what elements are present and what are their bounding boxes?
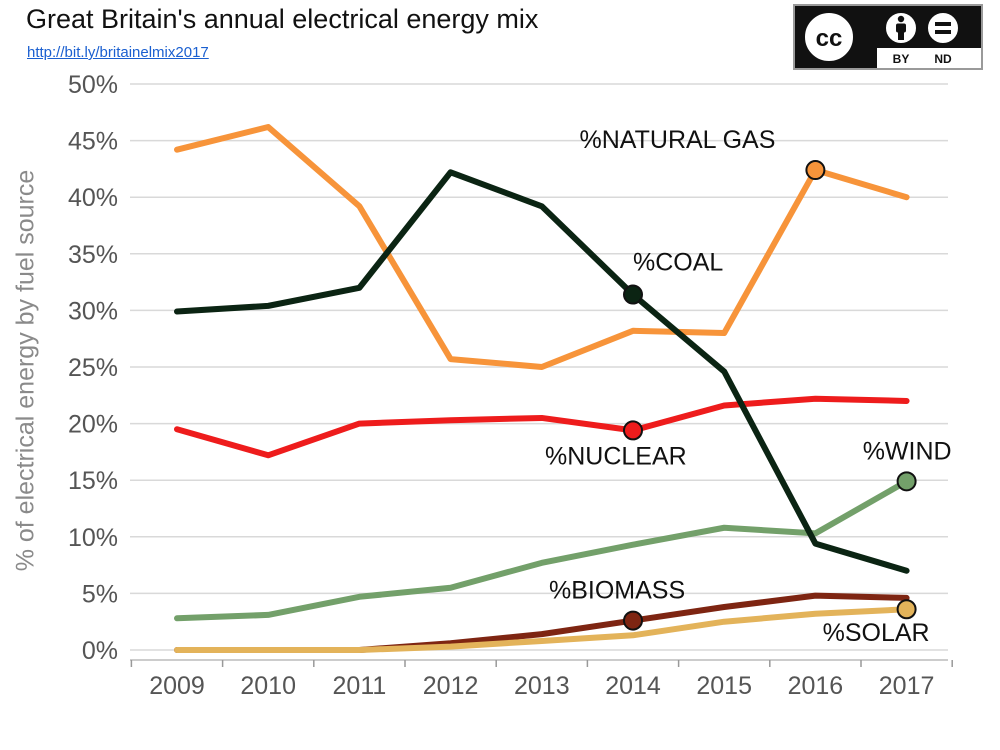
series-markers [623, 160, 917, 631]
series-marker-wind [896, 471, 917, 492]
y-tick-label: 5% [82, 580, 118, 608]
series-labels: %NATURAL GAS %COAL %NUCLEAR %WIND %BIOMASS %S… [545, 126, 952, 647]
x-tick-label: 2017 [879, 672, 935, 700]
y-tick-label: 30% [68, 297, 118, 325]
source-link[interactable]: http://bit.ly/britainelmix2017 [27, 44, 209, 61]
license-badge-art: cc BY ND [801, 9, 981, 68]
y-tick-label: 20% [68, 411, 118, 439]
x-tick-label: 2015 [696, 672, 752, 700]
y-tick-label: 35% [68, 241, 118, 269]
x-axis: 2009 2010 2011 2012 2013 2014 2015 2016 2017 [130, 659, 953, 700]
cc-icon [801, 9, 857, 65]
y-tick-label: 45% [68, 128, 118, 156]
license-by-label: BY [893, 52, 910, 66]
license-nd-label: ND [934, 52, 952, 66]
series-label-natural-gas: %NATURAL GAS [580, 126, 776, 154]
x-tick-label: 2010 [240, 672, 296, 700]
series-marker-nuclear [623, 420, 643, 441]
series-marker-biomass [623, 610, 643, 631]
license-label-strip [877, 48, 981, 68]
y-tick-label: 10% [68, 524, 118, 552]
series-marker-natural-gas [805, 160, 826, 181]
y-tick-label: 50% [68, 71, 118, 99]
x-tick-label: 2011 [333, 672, 387, 700]
y-tick-label: 0% [82, 637, 118, 665]
series-label-wind: %WIND [863, 437, 952, 465]
person-icon [884, 11, 918, 45]
y-tick-label: 15% [68, 467, 118, 495]
x-tick-label: 2013 [514, 672, 570, 700]
license-badge[interactable]: cc BY ND [793, 4, 983, 70]
x-tick-label: 2016 [788, 672, 844, 700]
series-line-wind [174, 478, 910, 622]
y-tick-label: 40% [68, 184, 118, 212]
series-marker-coal [623, 284, 643, 305]
cc-icon-text: cc [816, 25, 843, 52]
series-line-coal [174, 169, 910, 574]
x-tick-label: 2009 [149, 672, 205, 700]
equals-icon [926, 11, 960, 45]
x-tick-label: 2012 [423, 672, 479, 700]
x-tick-label: 2014 [605, 672, 661, 700]
chart-title: Great Britain's annual electrical energy… [26, 4, 539, 34]
series-label-coal: %COAL [633, 249, 723, 277]
series-lines [174, 124, 910, 653]
y-tick-label: 25% [68, 354, 118, 382]
series-label-solar: %SOLAR [823, 619, 930, 647]
series-line-nuclear [174, 395, 910, 459]
series-line-solar [174, 606, 910, 653]
series-marker-solar [896, 599, 917, 620]
y-axis-ticks: 0% 5% 10% 15% 20% 25% 30% 35% 40% 45% 50% [68, 71, 118, 665]
series-label-nuclear: %NUCLEAR [545, 442, 687, 470]
series-label-biomass: %BIOMASS [549, 577, 685, 605]
series-line-natural-gas [174, 124, 910, 370]
